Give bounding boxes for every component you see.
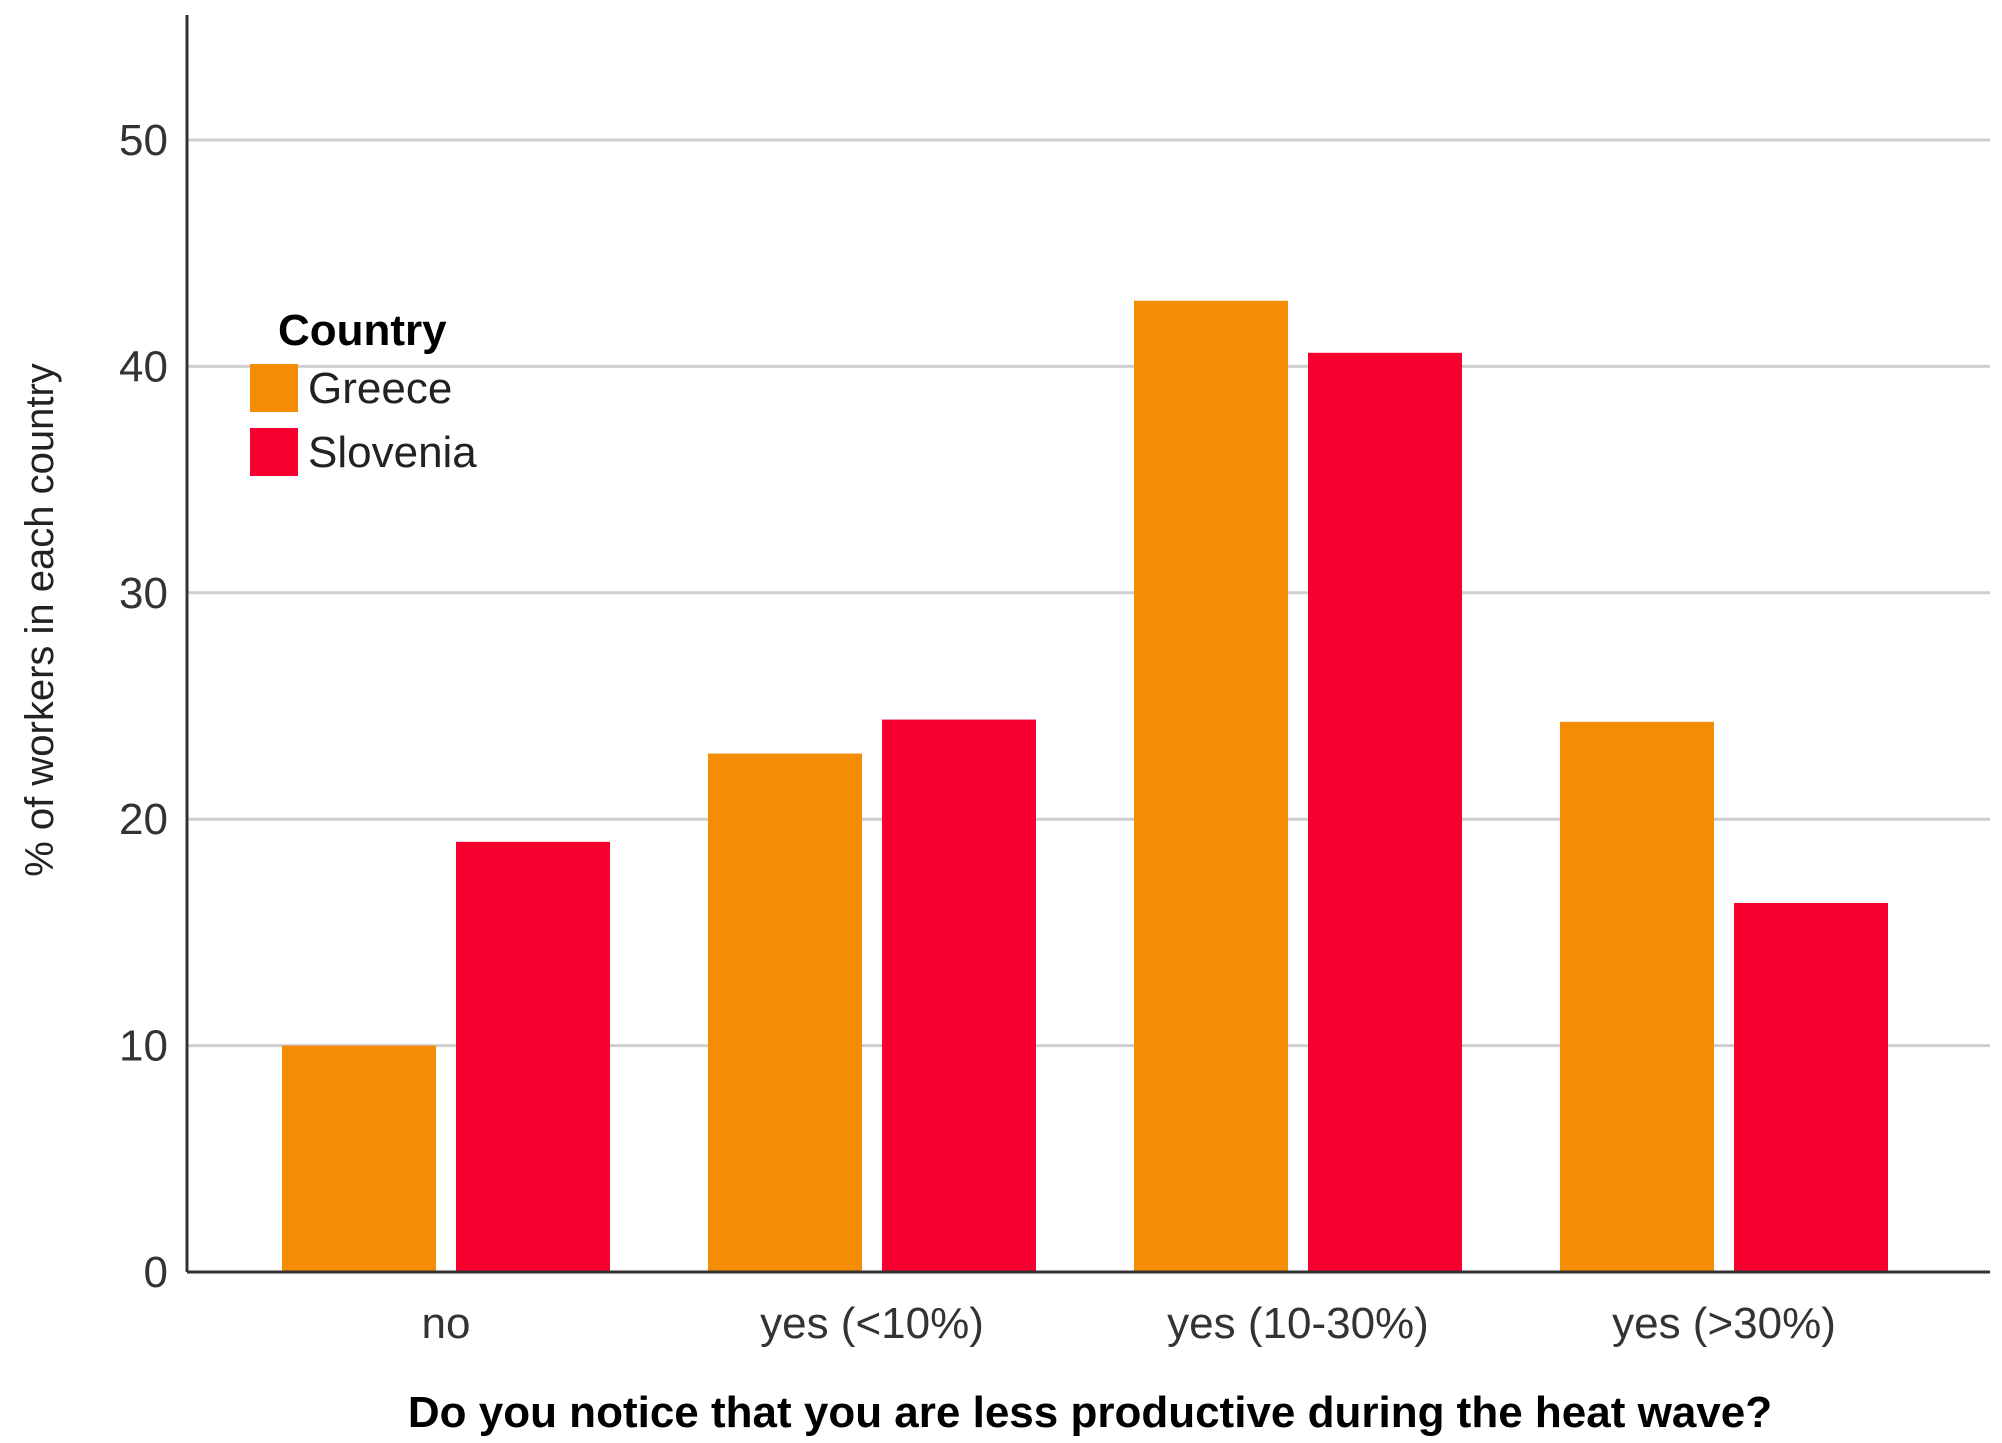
bar-greece-3 — [1560, 721, 1714, 1272]
bar-slovenia-1 — [882, 719, 1036, 1272]
x-tick-label: yes (10-30%) — [1167, 1299, 1429, 1348]
y-tick-label: 40 — [119, 342, 168, 391]
x-tick-label: no — [422, 1299, 471, 1348]
x-tick-label: yes (<10%) — [760, 1299, 984, 1348]
bar-slovenia-0 — [456, 841, 610, 1272]
legend-label-slovenia: Slovenia — [308, 428, 477, 477]
bar-greece-1 — [708, 753, 862, 1272]
bar-slovenia-2 — [1308, 352, 1462, 1272]
bar-slovenia-3 — [1734, 902, 1888, 1272]
bars — [282, 300, 1888, 1272]
y-tick-labels: 0 10 20 30 40 50 — [119, 116, 168, 1297]
y-tick-label: 10 — [119, 1022, 168, 1071]
bar-greece-0 — [282, 1045, 436, 1272]
y-axis-label: % of workers in each country — [18, 363, 62, 877]
x-tick-labels: no yes (<10%) yes (10-30%) yes (>30%) — [422, 1299, 1836, 1348]
axes — [185, 15, 1990, 1274]
y-tick-label: 20 — [119, 795, 168, 844]
legend-title: Country — [278, 306, 447, 355]
legend-swatch-greece — [250, 364, 298, 412]
legend: Country Greece Slovenia — [250, 306, 477, 477]
legend-items: Greece Slovenia — [250, 364, 477, 477]
legend-swatch-slovenia — [250, 428, 298, 476]
y-tick-label: 0 — [144, 1248, 168, 1297]
y-tick-label: 30 — [119, 569, 168, 618]
bar-greece-2 — [1134, 300, 1288, 1272]
legend-label-greece: Greece — [308, 364, 452, 413]
y-tick-label: 50 — [119, 116, 168, 165]
x-tick-label: yes (>30%) — [1612, 1299, 1836, 1348]
x-axis-label: Do you notice that you are less producti… — [408, 1388, 1772, 1437]
